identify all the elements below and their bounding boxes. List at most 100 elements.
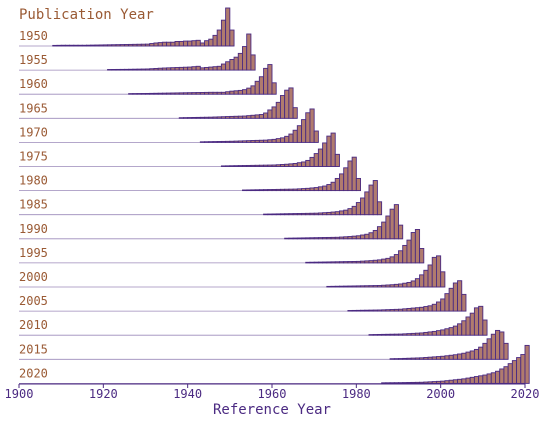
bar (368, 260, 374, 264)
ridge-1995: 1995 (19, 229, 425, 264)
bar (448, 379, 454, 384)
bar (393, 382, 399, 384)
bar (301, 119, 307, 143)
bar (364, 191, 370, 216)
bar (436, 356, 442, 360)
bar (351, 235, 357, 240)
bar (326, 211, 332, 216)
bar (313, 212, 319, 216)
bar (410, 332, 416, 336)
bar (119, 44, 125, 47)
bar (398, 382, 404, 384)
bar (330, 211, 336, 216)
bar (351, 156, 357, 192)
bar (360, 234, 366, 240)
bar (178, 40, 184, 47)
bar (444, 328, 450, 336)
bar (381, 333, 387, 336)
bar (305, 159, 311, 167)
bar (178, 92, 184, 95)
bar (161, 67, 168, 71)
bar (216, 91, 222, 95)
bar (452, 354, 458, 360)
bar (419, 274, 425, 288)
bar (111, 69, 117, 71)
bar (301, 188, 307, 192)
ridge-1990: 1990 (19, 204, 404, 240)
bar (431, 381, 437, 384)
bar (313, 130, 319, 143)
bar (490, 333, 496, 360)
ridge-2000: 2000 (19, 255, 446, 288)
bar (128, 43, 134, 47)
bar (220, 116, 227, 119)
bar (402, 357, 408, 360)
bar (398, 308, 404, 312)
bar (457, 378, 463, 384)
bar (246, 115, 252, 119)
bar (419, 357, 425, 360)
bar (368, 334, 374, 336)
bar (195, 65, 201, 71)
bar (204, 40, 210, 47)
bar (305, 237, 311, 240)
bar (191, 40, 197, 47)
bar (414, 357, 421, 360)
bar (402, 282, 408, 288)
bar (166, 67, 172, 71)
series-label: 2010 (19, 318, 48, 332)
bar (410, 381, 416, 384)
x-tick-label: 1920 (89, 387, 118, 401)
bar (393, 358, 399, 360)
bar (427, 356, 433, 360)
bar (393, 333, 399, 336)
bar (229, 29, 235, 47)
bar (140, 43, 146, 47)
bar (322, 261, 328, 264)
bar (427, 305, 433, 312)
bar (220, 63, 227, 71)
bar (233, 115, 239, 119)
bar (153, 92, 159, 95)
bar (258, 76, 265, 95)
bar (381, 309, 387, 312)
bar (419, 306, 425, 312)
bar (90, 44, 96, 47)
bar (69, 44, 75, 47)
bar (427, 264, 433, 288)
ridge-1970: 1970 (19, 108, 319, 143)
bar (376, 259, 383, 264)
bar (191, 66, 197, 71)
bar (115, 44, 121, 47)
bar (208, 66, 214, 71)
bar (267, 189, 273, 192)
bar (64, 44, 71, 47)
bar (170, 67, 176, 71)
bar (355, 285, 362, 288)
bar (334, 153, 340, 167)
bar (406, 357, 412, 360)
bar (339, 173, 345, 192)
bar (212, 91, 218, 95)
bar (330, 236, 336, 240)
bar (393, 204, 399, 240)
bar (288, 237, 294, 240)
bar (427, 331, 433, 336)
series-label: 1980 (19, 174, 48, 188)
bar (279, 213, 286, 216)
series-label: 2015 (19, 342, 48, 356)
bar (182, 117, 189, 119)
bar (339, 210, 345, 216)
bar (334, 285, 340, 288)
bar (389, 284, 395, 288)
bar (242, 140, 248, 143)
bar (246, 87, 252, 95)
bar (145, 43, 151, 47)
bar (478, 346, 484, 360)
ridge-1975: 1975 (19, 132, 340, 167)
bar (410, 357, 416, 360)
bar (334, 211, 340, 216)
bar (330, 285, 336, 288)
bar (389, 358, 395, 360)
bar (440, 298, 446, 312)
